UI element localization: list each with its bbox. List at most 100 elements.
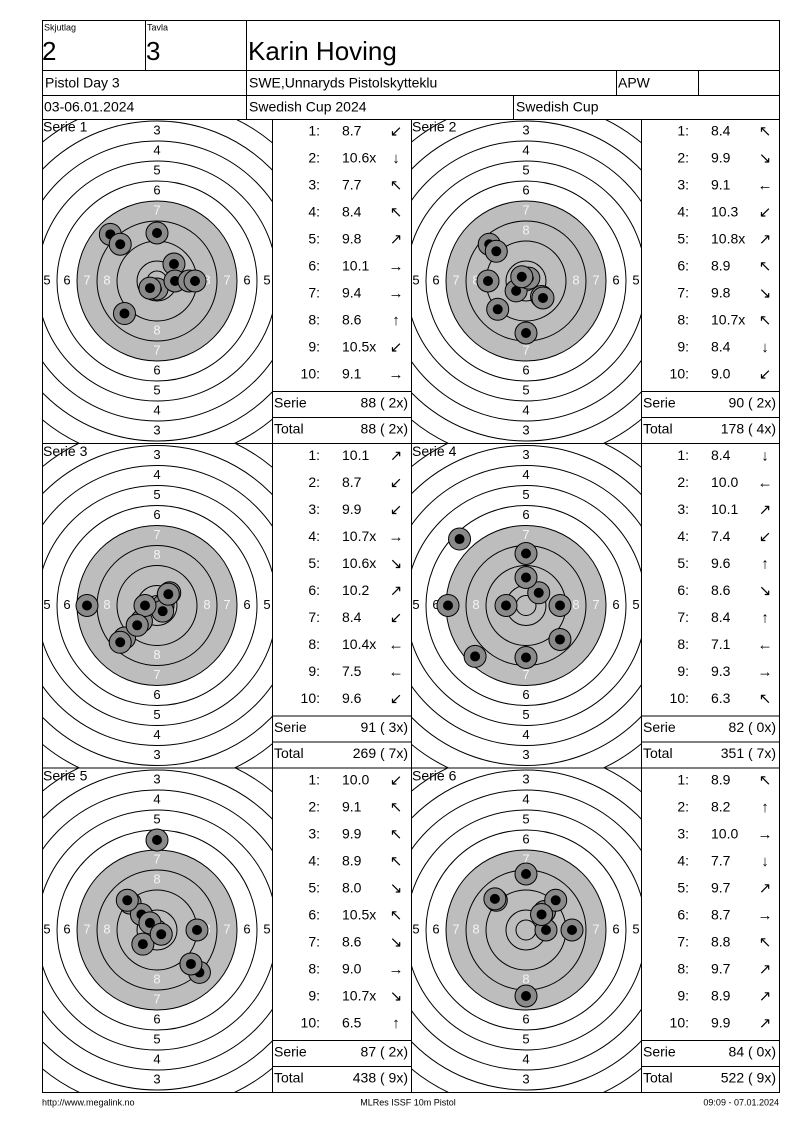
competition: Swedish Cup 2024 [249,99,367,115]
shot-score: 10.4x [342,636,376,652]
shot-number: 5: [308,231,320,247]
shot-core [137,939,148,950]
ring-label: 4 [153,727,160,742]
shot-core [521,548,531,559]
shot-score: 9.6 [342,690,362,706]
shot-direction: ↖ [390,826,403,843]
shot-direction: ↓ [392,150,400,167]
ring-label: 6 [63,597,70,612]
shot-core [163,589,174,600]
ring-label: 7 [153,991,160,1006]
shot-number: 1: [308,772,320,788]
shot-core [119,308,130,319]
serie-score: 82 ( 0x) [729,719,776,735]
ring-label: 6 [522,507,529,522]
shot-direction: ← [758,177,773,194]
shot-direction: ↗ [759,961,772,978]
footer-timestamp: 09:09 - 07.01.2024 [703,1097,779,1107]
ring-label: 5 [632,597,639,612]
shot-number: 6: [677,582,689,598]
shot-core [533,587,544,598]
shot-number: 1: [677,447,689,463]
shot-direction: ↖ [759,123,772,140]
target-ring [411,485,641,726]
shot-number: 6: [308,258,320,274]
ring-label: 8 [103,921,110,936]
shot-number: 9: [308,988,320,1004]
shot-direction: ↑ [392,312,400,329]
shot-score: 10.1 [711,501,738,517]
ring-label: 8 [572,272,579,287]
serie-title: Serie 2 [412,119,457,135]
shot-number: 8: [308,312,320,328]
shot-score: 8.9 [711,258,731,274]
shot-direction: ↗ [759,231,772,248]
total-label: Total [643,745,673,761]
ring-label: 5 [153,811,160,826]
shot-core [115,239,126,250]
total-score: 351 ( 7x) [721,745,776,761]
shot-score: 10.6x [342,150,376,166]
shot-score: 8.6 [342,312,362,328]
shot-core [516,271,527,282]
serie-score: 88 ( 2x) [361,395,408,411]
shot-score: 8.0 [342,880,362,896]
shot-score: 8.7 [342,474,362,490]
total-label: Total [274,421,304,437]
shot-core [157,606,168,617]
ring-label: 7 [83,921,90,936]
shot-number: 5: [677,880,689,896]
shot-number: 5: [308,880,320,896]
shot-direction: ↙ [759,204,772,221]
shot-score: 9.1 [711,177,731,193]
ring-label: 5 [43,921,50,936]
ring-label: 6 [522,831,529,846]
ring-label: 5 [412,921,419,936]
shot-direction: ↑ [761,799,769,816]
shot-number: 4: [677,853,689,869]
ring-label: 6 [63,272,70,287]
shot-core [122,895,133,906]
ring-label: 5 [153,487,160,502]
ring-label: 4 [153,142,160,157]
ring-label: 6 [522,687,529,702]
total-score: 438 ( 9x) [353,1070,408,1086]
target: 33445555666677778888 [42,768,272,1093]
ring-label: 8 [153,871,160,886]
shot-direction: ↖ [390,799,403,816]
shot-direction: ↙ [759,366,772,383]
ring-label: 3 [522,747,529,762]
ring-label: 7 [223,597,230,612]
shot-core [470,651,481,662]
shot-core [152,835,162,845]
target-ring [425,505,627,706]
target-black [445,849,607,1011]
shot-number: 5: [677,231,689,247]
total-label: Total [643,421,673,437]
shot-direction: ↖ [390,177,403,194]
club: SWE,Unnaryds Pistolskytteklu [249,75,437,91]
ring-label: 6 [432,921,439,936]
shot-core [82,600,92,611]
shot-number: 8: [677,636,689,652]
shot-direction: ↙ [390,123,403,140]
ring-label: 8 [203,272,210,287]
ring-label: 8 [153,547,160,562]
target-ring [42,465,272,746]
shot-core [536,909,547,920]
shot-core [521,328,531,338]
shot-core [521,991,531,1001]
target: 33445555666677778888 [42,443,272,768]
shot-number: 3: [308,826,320,842]
target-ring [411,140,641,422]
ring-label: 4 [153,467,160,482]
serie-label: Serie [274,1044,307,1060]
shot-score: 8.7 [342,123,362,139]
ring-label: 5 [153,382,160,397]
shot-number: 2: [308,150,320,166]
shot-score: 8.2 [711,799,731,815]
ring-label: 5 [153,162,160,177]
shot-direction: → [389,528,404,545]
shot-number: 8: [677,961,689,977]
